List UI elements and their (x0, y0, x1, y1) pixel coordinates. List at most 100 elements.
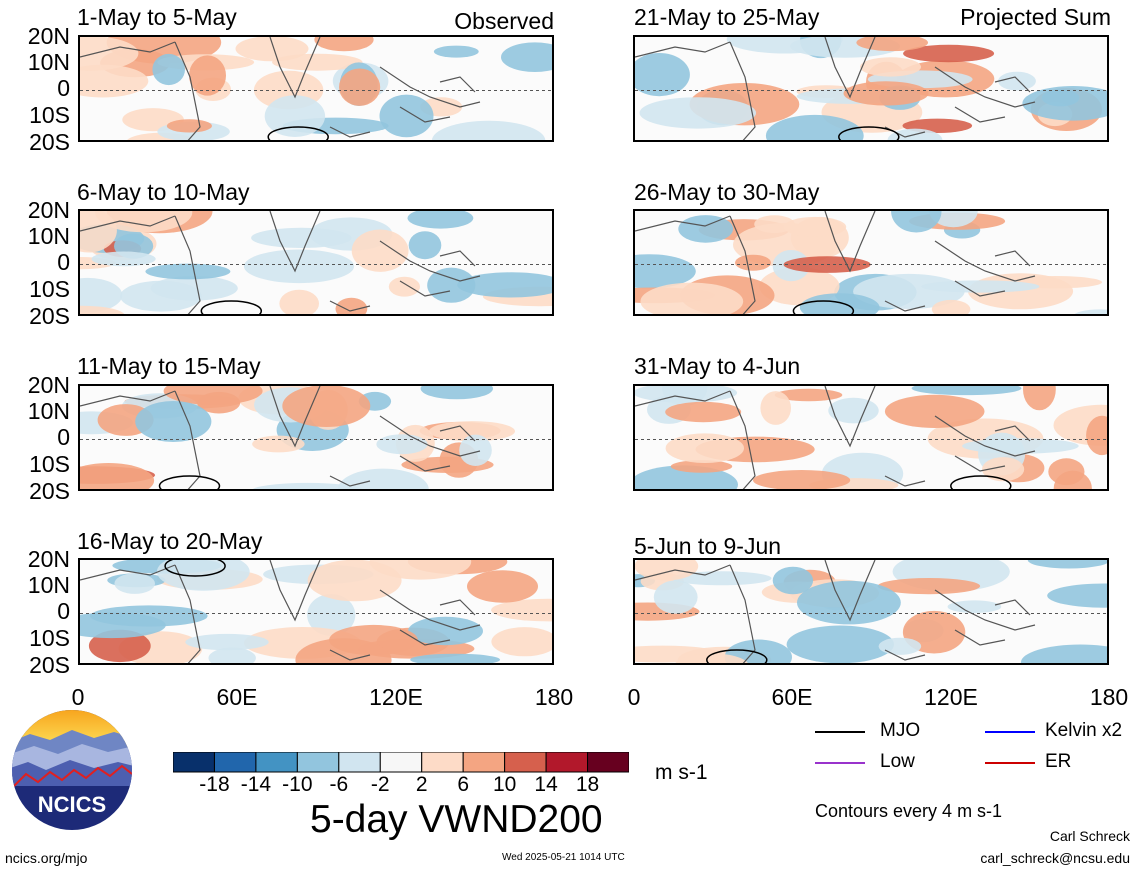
anomaly-blob (929, 211, 978, 228)
lat-label: 20N (27, 23, 70, 49)
anomaly-blob (947, 600, 1002, 613)
colorbar-swatch (421, 752, 464, 773)
ncics-logo: NCICS (12, 710, 132, 830)
anomaly-blob (251, 227, 352, 248)
colorbar-tick-label: -6 (329, 773, 349, 796)
coastline (635, 560, 1036, 663)
anomaly-blob (911, 386, 1022, 396)
coastline (80, 560, 481, 663)
anomaly-blob (675, 653, 748, 663)
lat-label: 0 (57, 75, 70, 101)
anomaly-blob (252, 435, 305, 453)
anomaly-blob (145, 263, 231, 280)
anomaly-blob (80, 277, 123, 313)
lon-label-120e-right: 120E (924, 684, 978, 710)
legend-line-kelvin (985, 731, 1035, 733)
author: Carl Schreck (1049, 828, 1130, 844)
colorbar-tick-label: -14 (240, 773, 272, 796)
anomaly-blob (80, 305, 125, 314)
anomaly-blob (765, 114, 864, 140)
site-link[interactable]: ncics.org/mjo (5, 850, 88, 866)
mjo-contour (792, 300, 855, 314)
colorbar-tick-label: 14 (534, 773, 558, 796)
colorbar-tick-label: -18 (199, 773, 230, 796)
lat-label: 0 (57, 598, 70, 624)
coastline (80, 37, 481, 140)
colorbar-swatch (296, 752, 340, 773)
lat-label: 20S (29, 129, 70, 155)
anomaly-blob (295, 638, 392, 663)
anomaly-blob (772, 566, 814, 595)
anomaly-blob (665, 401, 742, 423)
map-panel-obs-1 (78, 35, 554, 142)
mjo-contour (267, 126, 329, 140)
anomaly-blob (307, 594, 356, 636)
anomaly-blob (921, 280, 1040, 293)
map-panel-obs-2 (78, 209, 554, 316)
colorbar-swatch (255, 752, 298, 773)
anomaly-blob (407, 211, 474, 229)
anomaly-blob (279, 289, 319, 314)
lat-label: 10S (29, 102, 70, 128)
panel-title-proj-3: 31-May to 4-Jun (634, 353, 801, 379)
lat-label: 10S (29, 451, 70, 477)
anomaly-blob (264, 95, 326, 137)
anomaly-blob (774, 388, 843, 402)
anomaly-blob (282, 386, 371, 427)
anomaly-blob (80, 463, 155, 489)
anomaly-blob (427, 267, 476, 303)
anomaly-blob (185, 633, 269, 651)
anomaly-blob (379, 94, 434, 138)
anomaly-blob (903, 44, 995, 63)
anomaly-blob (314, 37, 374, 52)
units-label: m s-1 (655, 761, 708, 784)
panel-title-obs-1: 1-May to 5-May (77, 4, 237, 30)
anomaly-blob (760, 391, 791, 425)
lat-label: 20S (29, 652, 70, 678)
lon-label-0-left: 0 (71, 684, 85, 710)
lon-label-180-right: 180 (1089, 684, 1129, 710)
anomaly-blob (665, 433, 744, 463)
anomaly-blob (467, 570, 538, 603)
coastline (80, 211, 481, 314)
panel-title-proj-4: 5-Jun to 9-Jun (634, 533, 782, 559)
colorbar-swatch (504, 752, 547, 773)
panel-title-proj-2: 26-May to 30-May (634, 179, 820, 205)
lat-label: 20S (29, 303, 70, 329)
anomaly-blob (635, 560, 699, 581)
anomaly-blob (388, 276, 420, 297)
anomaly-blob (408, 616, 483, 646)
colorbar-tick-label: -10 (282, 773, 313, 796)
figure-title: 5-day VWND200 (310, 798, 603, 841)
colorbar-tick-label: 6 (457, 773, 470, 796)
mjo-contour (706, 649, 768, 663)
anomaly-blob (877, 578, 981, 595)
anomaly-blob (670, 460, 733, 473)
author-email[interactable]: carl_schreck@ncsu.edu (980, 850, 1130, 866)
anomaly-blob (1020, 644, 1107, 663)
anomaly-blob (501, 42, 552, 72)
anomaly-blob (653, 580, 698, 614)
anomaly-blob (376, 434, 428, 455)
anomaly-blob (429, 421, 515, 442)
anomaly-blob (235, 37, 309, 62)
mjo-contour (158, 475, 221, 489)
mjo-contour (200, 300, 263, 314)
anomaly-blob (491, 627, 552, 657)
lat-label: 10S (29, 276, 70, 302)
coastline (635, 386, 1036, 489)
colorbar-swatch (462, 752, 506, 773)
anomaly-blob (335, 297, 368, 314)
panel-title-proj-1: 21-May to 25-May (634, 4, 820, 30)
anomaly-blob (884, 394, 985, 428)
anomaly-blob (80, 211, 117, 253)
colorbar-swatch (338, 752, 381, 773)
lat-label: 0 (57, 249, 70, 275)
anomaly-blob (80, 37, 139, 71)
anomaly-blob (639, 97, 757, 129)
lat-label: 10N (27, 223, 70, 249)
anomaly-blob (799, 293, 880, 314)
lat-label: 10N (27, 572, 70, 598)
lat-label: 20N (27, 197, 70, 223)
anomaly-blob (1074, 309, 1107, 314)
